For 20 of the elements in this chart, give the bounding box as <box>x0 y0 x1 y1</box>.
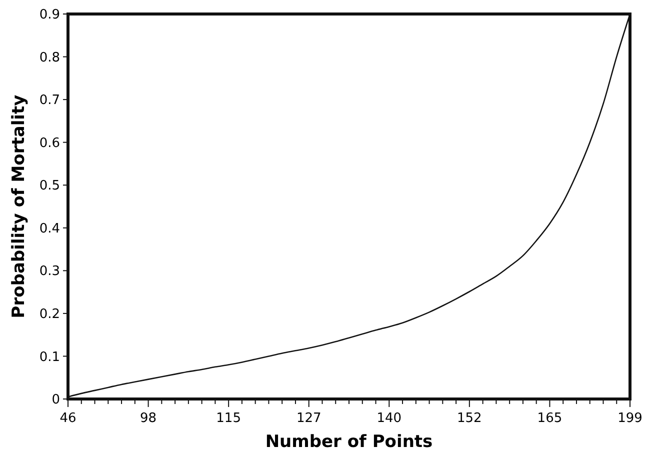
y-tick-label: 0.5 <box>39 178 60 194</box>
y-tick-label: 0.2 <box>39 306 60 322</box>
x-tick-label: 152 <box>457 411 482 426</box>
x-tick-label: 199 <box>618 411 642 426</box>
y-axis-title: Probability of Mortality <box>9 94 29 318</box>
y-tick-label: 0.7 <box>39 93 60 108</box>
x-tick-label: 127 <box>296 411 322 426</box>
x-tick-label: 165 <box>537 411 562 426</box>
y-tick-label: 0.6 <box>39 136 60 151</box>
y-tick-label: 0.8 <box>39 50 60 66</box>
x-axis-title: Number of Points <box>265 432 433 452</box>
x-tick-label: 140 <box>376 411 402 426</box>
x-tick-label: 98 <box>140 411 157 426</box>
x-tick-label: 46 <box>60 411 76 426</box>
y-tick-label: 0 <box>52 392 60 408</box>
y-tick-label: 0.3 <box>39 264 60 280</box>
y-tick-label: 0.1 <box>39 350 60 365</box>
y-tick-label: 0.9 <box>39 8 60 23</box>
x-tick-label: 115 <box>216 411 241 426</box>
y-tick-label: 0.4 <box>39 221 60 236</box>
